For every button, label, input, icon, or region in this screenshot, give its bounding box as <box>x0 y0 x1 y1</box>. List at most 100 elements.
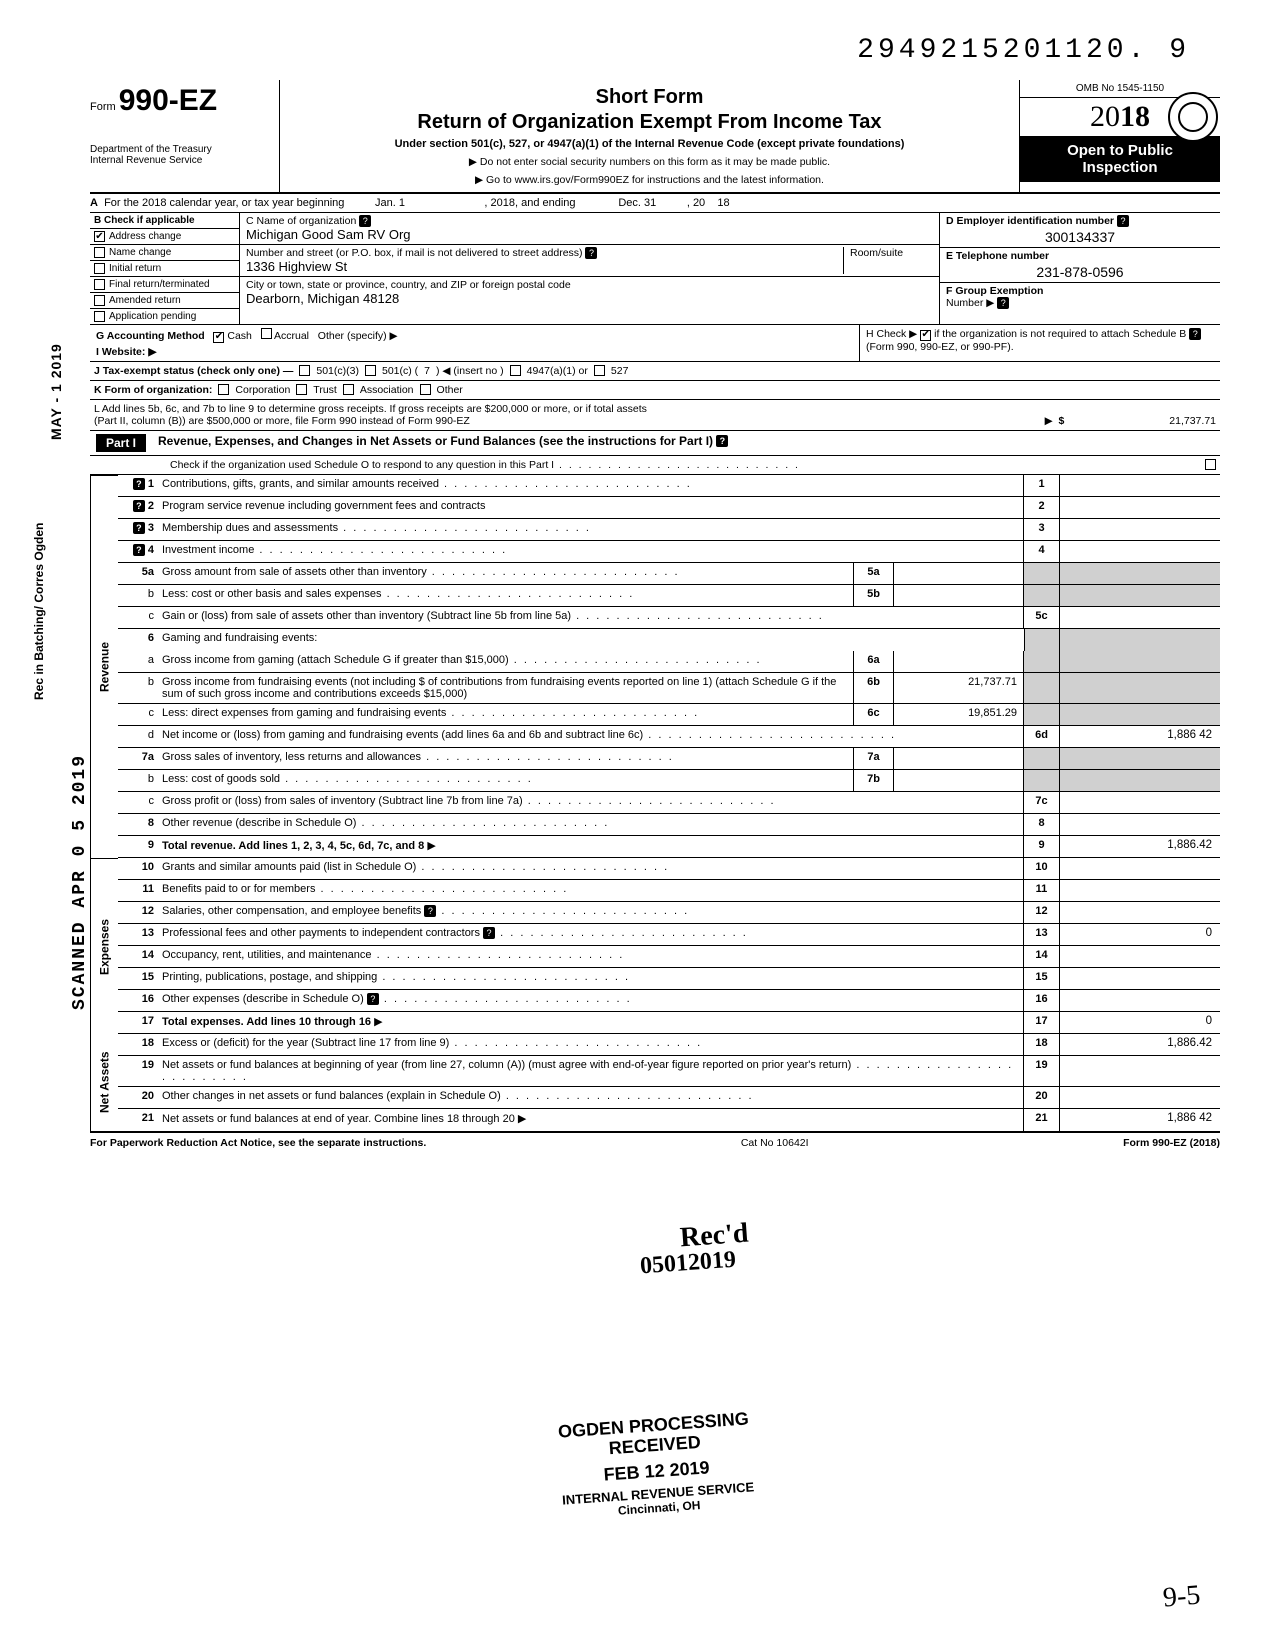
line-18: Excess or (deficit) for the year (Subtra… <box>162 1034 1024 1055</box>
page-footer: For Paperwork Reduction Act Notice, see … <box>90 1133 1220 1149</box>
line-5a: Gross amount from sale of assets other t… <box>162 563 854 584</box>
gross-receipts: 21,737.71 <box>1076 415 1216 427</box>
open-public-2: Inspection <box>1024 160 1216 177</box>
help-icon[interactable]: ? <box>1189 328 1201 340</box>
check-name-change[interactable] <box>94 247 105 258</box>
tax-year-end: Dec. 31 <box>618 197 656 209</box>
line-17: Total expenses. Add lines 10 through 16 <box>162 1012 1024 1033</box>
stamp-rec-batching: Rec in Batching/ Corres Ogden <box>32 523 46 700</box>
line-9: Total revenue. Add lines 1, 2, 3, 4, 5c,… <box>162 836 1024 857</box>
line-19: Net assets or fund balances at beginning… <box>162 1056 1024 1086</box>
stamp-may: MAY - 1 2019 <box>48 343 64 440</box>
check-501c[interactable] <box>365 365 376 376</box>
line-7b: Less: cost of goods sold <box>162 770 854 791</box>
check-corporation[interactable] <box>218 384 229 395</box>
line-10: Grants and similar amounts paid (list in… <box>162 858 1024 879</box>
form-goto: ▶ Go to www.irs.gov/Form990EZ for instru… <box>288 174 1011 186</box>
line-6c-val: 19,851.29 <box>894 704 1024 725</box>
check-amended[interactable] <box>94 295 105 306</box>
row-l: L Add lines 5b, 6c, and 7b to line 9 to … <box>90 400 1220 431</box>
line-6b: Gross income from fundraising events (no… <box>162 673 854 703</box>
help-icon[interactable]: ? <box>585 247 597 259</box>
ein: 300134337 <box>946 227 1214 245</box>
line-3: Membership dues and assessments <box>162 519 1024 540</box>
section-b-to-f: B Check if applicable Address change Nam… <box>90 213 1220 325</box>
line-4: Investment income <box>162 541 1024 562</box>
short-form-label: Short Form <box>288 86 1011 109</box>
check-other[interactable] <box>420 384 431 395</box>
line-6d-val: 1,886 42 <box>1060 726 1220 747</box>
line-13: Professional fees and other payments to … <box>162 924 1024 945</box>
check-trust[interactable] <box>296 384 307 395</box>
line-20: Other changes in net assets or fund bala… <box>162 1087 1024 1108</box>
help-icon[interactable]: ? <box>716 435 728 447</box>
form-number: 990-EZ <box>119 84 217 117</box>
check-address-change[interactable] <box>94 231 105 242</box>
line-7a: Gross sales of inventory, less returns a… <box>162 748 854 769</box>
stamp-scanned: SCANNED APR 0 5 2019 <box>70 754 90 1010</box>
part-1-header: Part I Revenue, Expenses, and Changes in… <box>90 431 1220 456</box>
form-prefix: Form <box>90 101 116 113</box>
line-5c: Gain or (loss) from sale of assets other… <box>162 607 1024 628</box>
check-application-pending[interactable] <box>94 311 105 322</box>
side-revenue: Revenue <box>90 475 118 858</box>
handwritten-note: 9-5 <box>1161 1579 1201 1614</box>
501c-number: 7 <box>424 365 430 377</box>
irs-seal-icon <box>1168 92 1218 142</box>
form-warning: ▶ Do not enter social security numbers o… <box>288 156 1011 168</box>
row-a: A For the 2018 calendar year, or tax yea… <box>90 194 1220 213</box>
line-6c: Less: direct expenses from gaming and fu… <box>162 704 854 725</box>
line-21: Net assets or fund balances at end of ye… <box>162 1109 1024 1131</box>
line-5b: Less: cost or other basis and sales expe… <box>162 585 854 606</box>
side-expenses: Expenses <box>90 858 118 1034</box>
part-1-check: Check if the organization used Schedule … <box>90 456 1220 475</box>
help-icon[interactable]: ? <box>359 215 371 227</box>
line-16: Other expenses (describe in Schedule O) … <box>162 990 1024 1011</box>
check-initial-return[interactable] <box>94 263 105 274</box>
line-11: Benefits paid to or for members <box>162 880 1024 901</box>
line-6a: Gross income from gaming (attach Schedul… <box>162 651 854 672</box>
room-suite-label: Room/suite <box>843 247 933 274</box>
help-icon[interactable]: ? <box>1117 215 1129 227</box>
col-b-header: B Check if applicable <box>90 213 239 229</box>
line-17-val: 0 <box>1060 1012 1220 1033</box>
tax-year-begin: Jan. 1 <box>375 197 405 209</box>
row-g-h: G Accounting Method Cash Accrual Other (… <box>90 325 1220 362</box>
form-title: Return of Organization Exempt From Incom… <box>288 111 1011 134</box>
check-501c3[interactable] <box>299 365 310 376</box>
line-2: Program service revenue including govern… <box>162 497 1024 518</box>
line-8: Other revenue (describe in Schedule O) <box>162 814 1024 835</box>
tax-year-yy: 18 <box>717 197 729 209</box>
line-7c: Gross profit or (loss) from sales of inv… <box>162 792 1024 813</box>
line-6d: Net income or (loss) from gaming and fun… <box>162 726 1024 747</box>
stamp-processing: OGDEN PROCESSING RECEIVED FEB 12 2019 IN… <box>557 1409 756 1521</box>
check-final-return[interactable] <box>94 279 105 290</box>
line-13-val: 0 <box>1060 924 1220 945</box>
check-accrual[interactable] <box>261 328 272 339</box>
org-name: Michigan Good Sam RV Org <box>246 227 411 242</box>
dept-line2: Internal Revenue Service <box>90 155 273 166</box>
side-net-assets: Net Assets <box>90 1034 118 1131</box>
check-4947[interactable] <box>510 365 521 376</box>
stamp-date: 05012019 <box>639 1247 737 1281</box>
row-j: J Tax-exempt status (check only one) — 5… <box>90 362 1220 381</box>
help-icon[interactable]: ? <box>997 297 1009 309</box>
line-21-val: 1,886 42 <box>1060 1109 1220 1131</box>
line-15: Printing, publications, postage, and shi… <box>162 968 1024 989</box>
check-527[interactable] <box>594 365 605 376</box>
line-12: Salaries, other compensation, and employ… <box>162 902 1024 923</box>
check-schedule-o[interactable] <box>1205 459 1216 470</box>
row-k: K Form of organization: Corporation Trus… <box>90 381 1220 400</box>
check-association[interactable] <box>343 384 354 395</box>
check-schedule-b[interactable] <box>920 330 931 341</box>
city-state-zip: Dearborn, Michigan 48128 <box>246 291 399 306</box>
line-1: Contributions, gifts, grants, and simila… <box>162 475 1024 496</box>
line-6: Gaming and fundraising events: <box>162 629 1024 651</box>
line-6b-val: 21,737.71 <box>894 673 1024 703</box>
website-label: I Website: ▶ <box>96 346 156 358</box>
scan-number: 2949215201120. 9 <box>857 35 1190 66</box>
check-cash[interactable] <box>213 332 224 343</box>
line-18-val: 1,886.42 <box>1060 1034 1220 1055</box>
telephone: 231-878-0596 <box>946 262 1214 280</box>
form-header: Form 990-EZ Department of the Treasury I… <box>90 80 1220 194</box>
